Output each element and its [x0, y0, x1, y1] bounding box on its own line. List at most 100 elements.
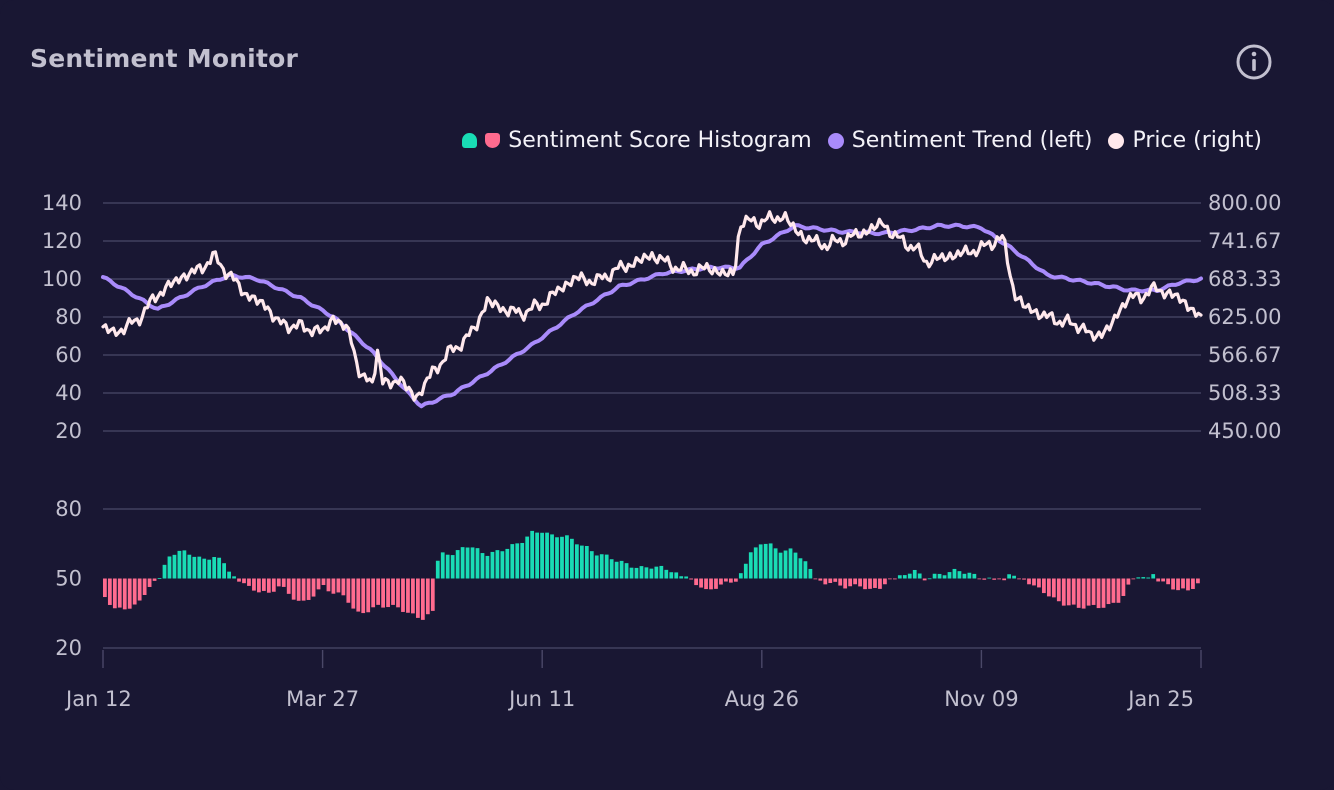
left-axis-tick-label: 20 [55, 419, 82, 443]
right-axis-tick-label: 566.67 [1208, 343, 1281, 367]
histogram-bar [406, 578, 410, 613]
histogram-bar [460, 547, 465, 579]
histogram-bar [361, 578, 366, 614]
histogram-bar [659, 565, 664, 579]
histogram-bar [485, 555, 490, 579]
histogram-bar [162, 564, 167, 579]
histogram-bar [897, 575, 902, 579]
histogram-bar [808, 568, 813, 579]
histogram-bar [152, 578, 157, 581]
histogram-bar [883, 578, 887, 585]
histogram-bar [947, 572, 952, 579]
histogram-bar [917, 573, 922, 579]
lower-axis-tick-label: 50 [55, 567, 82, 591]
histogram-bar [733, 578, 738, 582]
histogram-bar [515, 543, 520, 579]
positive-swatch [462, 133, 478, 148]
histogram-bar [1176, 578, 1180, 591]
histogram-bar [291, 578, 296, 600]
histogram-bar [907, 573, 912, 579]
histogram-bar [1037, 578, 1041, 588]
histogram-bar [520, 542, 525, 579]
legend-label-histogram: Sentiment Score Histogram [508, 128, 812, 153]
histogram-bar [122, 578, 127, 610]
left-axis-tick-label: 80 [55, 305, 82, 329]
histogram-bar [242, 578, 246, 584]
histogram-bar [127, 578, 132, 609]
histogram-bar [1056, 578, 1061, 602]
histogram-bar [381, 578, 385, 608]
histogram-bar [510, 544, 515, 579]
histogram-bar [416, 578, 420, 618]
histogram-bar [853, 578, 857, 585]
histogram-bar [1071, 578, 1076, 605]
right-axis-tick-label: 450.00 [1208, 419, 1281, 443]
histogram-bar [957, 571, 962, 579]
legend-item-trend[interactable]: Sentiment Trend (left) [827, 128, 1093, 153]
legend-label-price: Price (right) [1132, 128, 1262, 153]
histogram-bar [664, 569, 669, 579]
histogram-bar [813, 578, 818, 580]
info-icon[interactable] [1234, 42, 1274, 82]
histogram-bar [182, 550, 187, 579]
histogram-bar [1106, 578, 1111, 605]
histogram-bar [376, 578, 381, 605]
histogram-bar [699, 578, 703, 588]
histogram-bar [540, 532, 544, 579]
histogram-bar [1027, 578, 1031, 585]
histogram-bar [500, 551, 505, 579]
right-axis-tick-label: 683.33 [1208, 267, 1281, 291]
histogram-bar [584, 545, 589, 579]
histogram-bar [689, 578, 694, 580]
histogram-bar [217, 557, 222, 579]
histogram-bar [1181, 578, 1185, 589]
histogram-bar [1076, 578, 1081, 608]
histogram-bar [1032, 578, 1036, 586]
histogram-bar [276, 578, 281, 587]
left-axis-tick-label: 120 [42, 229, 82, 253]
histogram-bar [803, 561, 808, 579]
legend-item-price[interactable]: Price (right) [1108, 128, 1262, 153]
histogram-bar [788, 548, 793, 579]
histogram-bar [296, 578, 301, 601]
histogram-bar [495, 550, 500, 579]
histogram-bar [545, 532, 549, 579]
histogram-bar [1196, 578, 1200, 584]
histogram-bar [694, 578, 698, 586]
histogram-bar [843, 578, 848, 589]
legend-item-histogram[interactable]: Sentiment Score Histogram [462, 128, 812, 153]
chart-title: Sentiment Monitor [30, 44, 299, 73]
histogram-bar [411, 578, 415, 614]
x-axis-tick-label: Jan 25 [1126, 687, 1194, 711]
histogram-bar [555, 537, 559, 579]
x-axis-tick-label: Jan 12 [64, 687, 132, 711]
histogram-bar [505, 548, 510, 579]
histogram-bar [574, 544, 579, 579]
histogram-bar [1171, 578, 1175, 590]
histogram-bar [942, 575, 947, 579]
histogram-bar [391, 578, 395, 605]
histogram-bar [1186, 578, 1190, 591]
trend-line [101, 222, 1203, 409]
legend-label-trend: Sentiment Trend (left) [851, 128, 1093, 153]
histogram-bar [326, 578, 331, 592]
histogram-bar [351, 578, 356, 609]
histogram-bar [982, 578, 987, 580]
histogram-bar [1116, 578, 1121, 603]
histogram-bar [624, 563, 629, 579]
histogram-bar [271, 578, 276, 592]
histogram-bar [356, 578, 361, 612]
histogram-bar [455, 550, 460, 579]
histogram-bar [888, 578, 892, 580]
histogram-bar [912, 569, 917, 579]
histogram-bar [232, 576, 236, 579]
histogram-bar [1007, 574, 1012, 579]
histogram-bar [833, 578, 838, 582]
histogram-bar [937, 573, 942, 579]
histogram-bar [848, 578, 853, 587]
histogram-bar [709, 578, 713, 590]
histogram-bar [445, 554, 450, 579]
histogram-bar [818, 578, 823, 581]
histogram-bar [565, 535, 569, 579]
histogram-bar [594, 555, 599, 579]
